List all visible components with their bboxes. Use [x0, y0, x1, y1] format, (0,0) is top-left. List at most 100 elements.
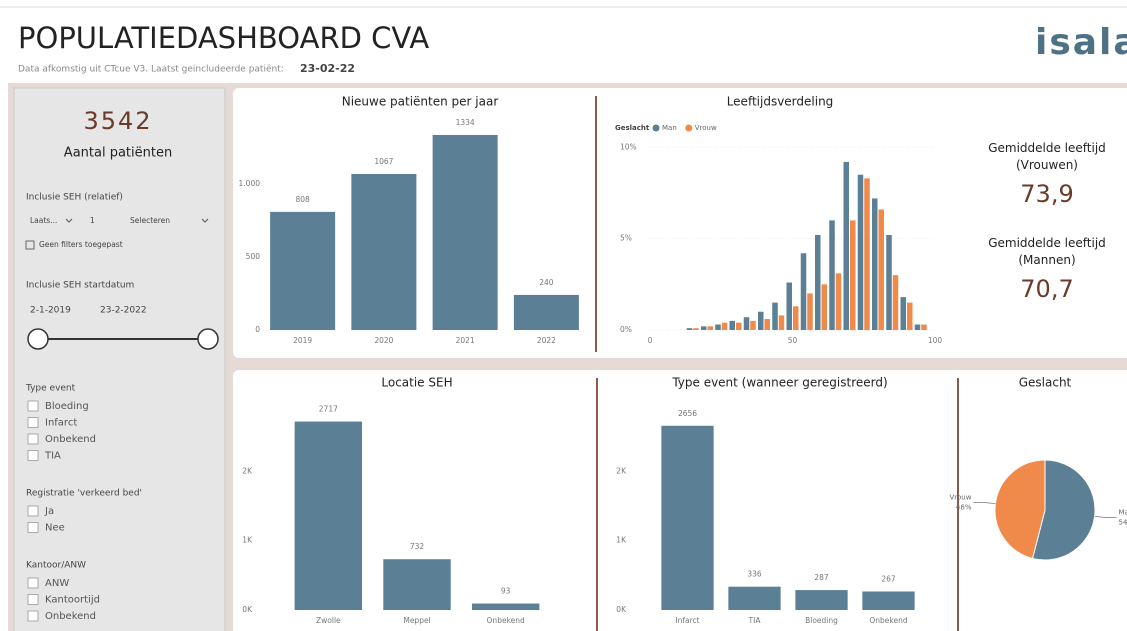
y-tick-label: 2K [616, 466, 627, 475]
sidebar [13, 87, 226, 631]
legend-title: Geslacht [615, 124, 650, 132]
bar [701, 326, 707, 330]
checkbox[interactable] [27, 610, 39, 622]
x-tick-label: 2019 [293, 336, 312, 345]
y-tick-label: 0K [616, 605, 627, 614]
bar [793, 306, 799, 330]
slice-value: 54% [1119, 519, 1127, 527]
x-tick-label: 2022 [537, 336, 556, 345]
data-label: 1334 [456, 118, 475, 127]
bar [815, 235, 821, 330]
y-tick-label: 1.000 [239, 179, 261, 188]
option: Nee [45, 523, 65, 534]
option: ANW [45, 578, 69, 589]
y-tick-label: 1K [242, 536, 253, 545]
slice-label: Man [1119, 509, 1127, 517]
option: Ja [44, 506, 54, 517]
bar [351, 173, 417, 330]
chart-title: Type event (wanneer geregistreerd) [671, 376, 887, 390]
checkbox[interactable] [27, 522, 39, 533]
x-tick-label: Meppel [403, 616, 430, 625]
count-label: Aantal patiënten [64, 146, 172, 161]
checkbox[interactable] [27, 505, 39, 517]
chart-title: Nieuwe patiënten per jaar [342, 95, 499, 109]
legend-swatch [685, 124, 693, 132]
bar [800, 253, 807, 330]
bar [795, 590, 848, 610]
y-tick-label: 10% [620, 142, 637, 151]
patient-count: 3542 [83, 107, 152, 135]
bar [921, 324, 927, 330]
kpi: Gemiddelde leeftijd (Mannen) 70,7 [972, 235, 1122, 301]
bar [294, 421, 363, 610]
option: Bloeding [45, 401, 89, 412]
bar [786, 282, 792, 330]
y-tick-label: 5% [620, 234, 632, 243]
bar [758, 311, 764, 330]
chevron [65, 218, 73, 223]
bar [900, 297, 906, 330]
data-label: 732 [410, 542, 425, 551]
legend-swatch [652, 124, 660, 132]
dropdown: Laats... [30, 216, 57, 225]
bar [513, 294, 579, 330]
kpi: Gemiddelde leeftijd (Vrouwen) 73,9 [972, 140, 1122, 208]
x-tick-label: Onbekend [869, 616, 907, 625]
kpi-label: Gemiddelde leeftijd (Mannen) [988, 236, 1106, 267]
x-tick-label: Infarct [675, 616, 699, 625]
y-tick-label: 2K [242, 466, 253, 475]
y-tick-label: 0% [620, 325, 632, 334]
bar [864, 178, 870, 330]
checkbox[interactable] [27, 417, 39, 428]
bar [721, 322, 728, 330]
y-tick-label: 0 [255, 325, 260, 334]
bar [821, 284, 827, 330]
chart-title: Leeftijdsverdeling [727, 95, 834, 109]
checkbox[interactable] [27, 433, 39, 445]
slice-value: 46% [956, 503, 972, 511]
bar [914, 324, 921, 330]
bar [843, 161, 849, 330]
slider-handle[interactable] [197, 328, 219, 350]
x-tick-label: 100 [928, 336, 943, 345]
bar [857, 174, 864, 330]
option: Infarct [45, 418, 77, 429]
y-tick-label: 1K [616, 536, 627, 545]
checkbox[interactable] [27, 577, 39, 589]
title: POPULATIEDASHBOARD CVA [18, 21, 429, 55]
slicer-title: Type event [25, 384, 76, 394]
data-label: 2717 [319, 405, 338, 414]
kpi-value: 73,9 [1020, 180, 1074, 208]
bar [829, 220, 835, 330]
x-tick-label: Zwolle [316, 616, 341, 625]
bar [736, 322, 742, 330]
option: Onbekend [45, 434, 96, 445]
slider-handle[interactable] [27, 328, 49, 350]
date: 23-02-22 [300, 62, 355, 75]
checkbox[interactable] [27, 594, 39, 605]
pie-slice [1031, 459, 1096, 561]
bar [686, 328, 693, 330]
bar [728, 586, 781, 610]
bar [807, 293, 813, 330]
legend-label: Vrouw [695, 124, 717, 132]
bar [772, 302, 778, 330]
x-tick-label: Bloeding [805, 616, 838, 625]
filter-label: Inclusie SEH (relatief) [26, 193, 123, 203]
checkbox[interactable] [27, 400, 39, 412]
bar [892, 275, 899, 330]
pie-slice [994, 459, 1046, 560]
checkbox[interactable] [27, 450, 39, 461]
bar [764, 319, 770, 330]
dropdown: Selecteren [130, 216, 170, 225]
chart-title: Geslacht [1019, 376, 1072, 390]
data-label: 267 [881, 574, 896, 583]
bar [750, 320, 756, 330]
icon [25, 240, 35, 250]
bar [835, 273, 842, 330]
chevron [201, 218, 209, 223]
bar [270, 211, 336, 330]
date-end: 23-2-2022 [100, 306, 147, 316]
bar [383, 559, 451, 610]
